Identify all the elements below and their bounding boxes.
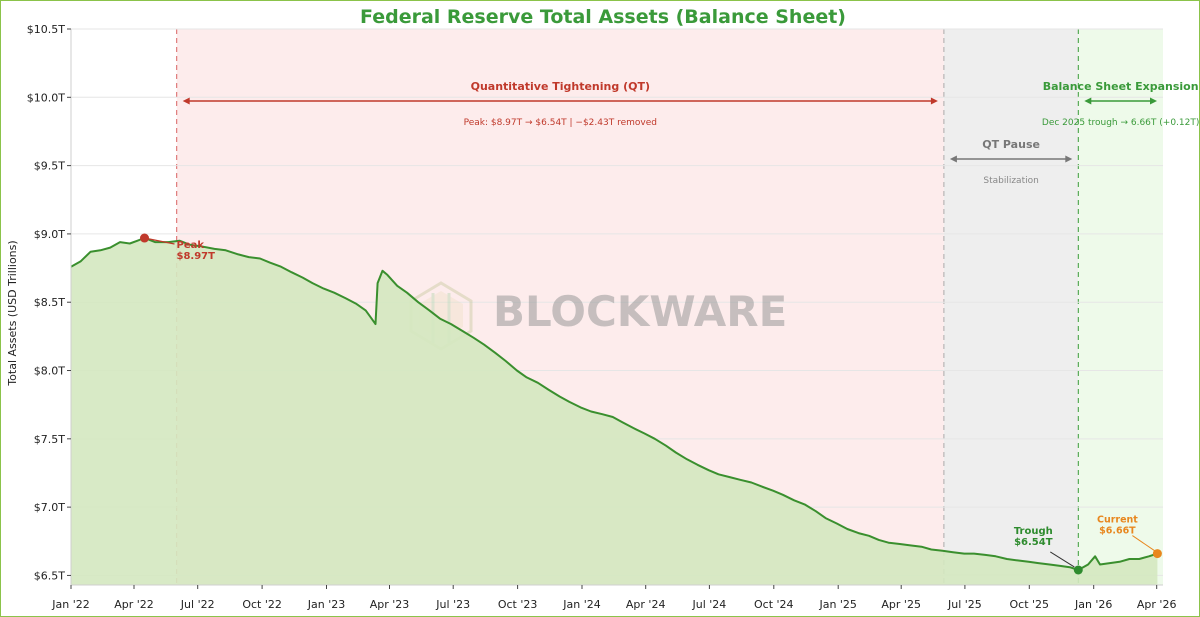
x-tick-label: Apr '23 bbox=[370, 598, 410, 611]
current-label: Current bbox=[1097, 515, 1138, 526]
region-label-0: Quantitative Tightening (QT) bbox=[471, 80, 650, 93]
arrow-left-icon bbox=[949, 155, 957, 163]
x-tick-label: Apr '25 bbox=[881, 598, 921, 611]
arrow-left-icon bbox=[182, 97, 190, 105]
x-tick-label: Oct '22 bbox=[242, 598, 282, 611]
y-tick-label: $7.0T bbox=[34, 501, 65, 514]
region-band-1 bbox=[943, 29, 1079, 585]
area-layer bbox=[70, 237, 1158, 585]
current-marker bbox=[1152, 549, 1162, 559]
x-tick-label: Jul '22 bbox=[180, 598, 215, 611]
trough-leader-line bbox=[1050, 551, 1075, 568]
arrow-left-icon bbox=[1084, 97, 1092, 105]
y-tick-label: $9.5T bbox=[34, 160, 65, 173]
y-tick-label: $10.5T bbox=[27, 23, 65, 36]
axes-layer: $6.5T $7.0T $7.5T $8.0T $8.5T $9.0T $9.5T $10.0… bbox=[27, 23, 1177, 611]
x-tick-label: Oct '23 bbox=[498, 598, 538, 611]
current-leader-line bbox=[1132, 535, 1155, 551]
y-tick-label: $9.0T bbox=[34, 228, 65, 241]
peak-leader-line bbox=[144, 237, 175, 245]
region-label-2: Balance Sheet Expansion bbox=[1043, 80, 1199, 93]
x-tick-label: Apr '24 bbox=[626, 598, 666, 611]
x-tick-label: Apr '22 bbox=[114, 598, 154, 611]
x-tick-label: Oct '24 bbox=[754, 598, 794, 611]
series-area bbox=[71, 238, 1158, 585]
y-tick-label: $6.5T bbox=[34, 569, 65, 582]
peak-value-label: $8.97T bbox=[177, 251, 216, 262]
x-tick-label: Jan '26 bbox=[1074, 598, 1112, 611]
trough-label: Trough bbox=[1014, 526, 1053, 537]
y-tick-label: $8.0T bbox=[34, 365, 65, 378]
y-tick-label: $7.5T bbox=[34, 433, 65, 446]
region-label-1: QT Pause bbox=[982, 138, 1040, 151]
watermark: BLOCKWARE bbox=[409, 281, 787, 351]
peak-label: Peak bbox=[177, 240, 205, 251]
region-sublabel-1: Stabilization bbox=[983, 176, 1038, 186]
trough-marker bbox=[1073, 565, 1083, 575]
series-line bbox=[70, 237, 1158, 571]
x-tick-label: Jan '24 bbox=[562, 598, 600, 611]
x-tick-label: Jul '24 bbox=[692, 598, 727, 611]
y-tick-label: $10.0T bbox=[27, 91, 65, 104]
trough-value-label: $6.54T bbox=[1014, 537, 1053, 548]
arrow-right-icon bbox=[1150, 97, 1157, 105]
region-band-2 bbox=[1078, 29, 1163, 585]
x-tick-label: Jul '23 bbox=[435, 598, 470, 611]
peak-marker bbox=[140, 233, 149, 243]
y-tick-label: $8.5T bbox=[34, 296, 65, 309]
arrow-right-icon bbox=[930, 97, 938, 105]
region-sublabel-0: Peak: $8.97T → $6.54T | −$2.43T removed bbox=[464, 118, 657, 128]
x-tick-label: Oct '25 bbox=[1010, 598, 1050, 611]
annotations-layer: Quantitative Tightening (QT) Peak: $8.97T… bbox=[140, 80, 1199, 575]
arrow-right-icon bbox=[1065, 155, 1073, 163]
x-tick-label: Jan '22 bbox=[51, 598, 89, 611]
x-tick-label: Jan '25 bbox=[818, 598, 856, 611]
watermark-text: BLOCKWARE bbox=[493, 287, 787, 336]
y-axis-label: Total Assets (USD Trillions) bbox=[6, 240, 19, 386]
x-tick-label: Apr '26 bbox=[1137, 598, 1177, 611]
x-tick-label: Jan '23 bbox=[307, 598, 345, 611]
region-sublabel-2: Dec 2025 trough → 6.66T (+0.12T) bbox=[1042, 118, 1199, 128]
chart-title: Federal Reserve Total Assets (Balance Sh… bbox=[360, 6, 846, 28]
x-tick-label: Jul '25 bbox=[947, 598, 982, 611]
current-value-label: $6.66T bbox=[1099, 526, 1136, 537]
